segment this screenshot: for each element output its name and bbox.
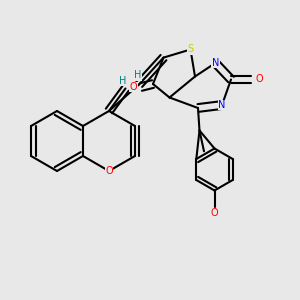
Text: H: H (134, 70, 141, 80)
Text: N: N (218, 100, 226, 110)
Text: O: O (255, 74, 263, 85)
Text: N: N (212, 58, 219, 68)
Text: O: O (211, 208, 218, 218)
Text: S: S (188, 44, 194, 55)
Text: O: O (105, 166, 113, 176)
Text: O: O (130, 82, 137, 92)
Text: H: H (119, 76, 126, 86)
